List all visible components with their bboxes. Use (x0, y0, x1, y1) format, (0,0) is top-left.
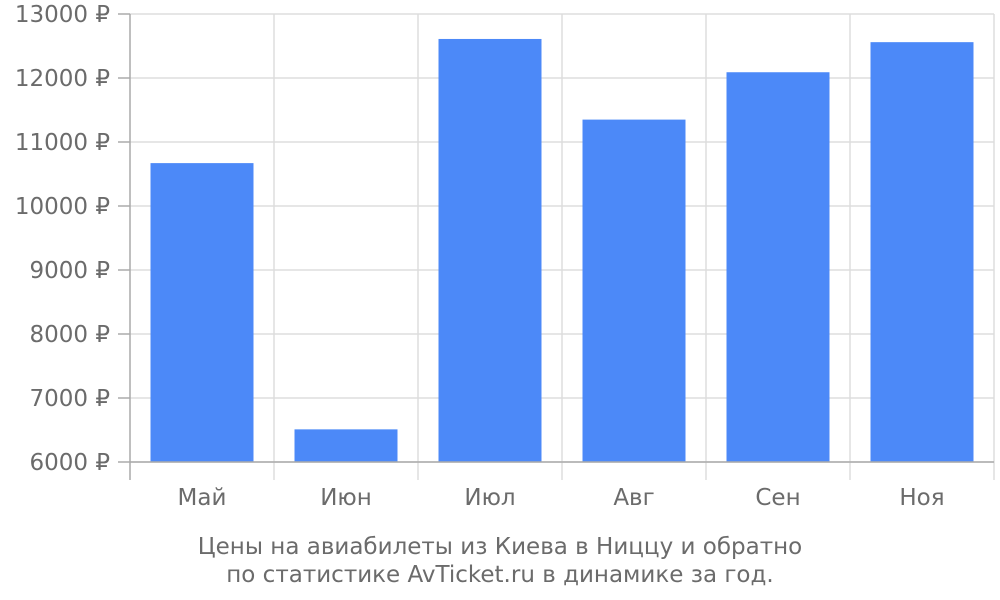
bar (294, 429, 398, 462)
bar (150, 163, 254, 462)
y-tick-labels: 6000 ₽ 7000 ₽ 8000 ₽ 9000 ₽ 10000 ₽ 11000 ₽ 12… (15, 2, 110, 476)
bar (726, 72, 830, 463)
axis-layer (118, 13, 994, 480)
x-tick-label: Ноя (899, 485, 944, 511)
grid-layer (130, 13, 995, 480)
y-tick-label: 12000 ₽ (15, 66, 110, 92)
x-tick-label: Авг (613, 485, 654, 511)
x-tick-labels: Май Июн Июл Авг Сен Ноя (178, 485, 945, 511)
x-tick-label: Июл (464, 485, 515, 511)
chart-caption-line-2: по статистике AvTicket.ru в динамике за … (226, 562, 774, 588)
bar (438, 38, 542, 463)
x-tick-label: Июн (320, 485, 372, 511)
y-tick-label: 8000 ₽ (30, 322, 110, 348)
bar (582, 119, 686, 462)
y-tick-label: 11000 ₽ (15, 130, 110, 156)
y-tick-label: 13000 ₽ (15, 2, 110, 28)
y-tick-label: 10000 ₽ (15, 194, 110, 220)
x-tick-label: Май (178, 485, 227, 511)
y-tick-label: 7000 ₽ (30, 386, 110, 412)
x-tick-label: Сен (755, 485, 800, 511)
bar-chart: 6000 ₽ 7000 ₽ 8000 ₽ 9000 ₽ 10000 ₽ 11000 ₽ 12… (15, 2, 995, 511)
y-tick-label: 9000 ₽ (30, 258, 110, 284)
bar-layer (150, 38, 974, 463)
chart-caption-line-1: Цены на авиабилеты из Киева в Ниццу и об… (197, 534, 803, 560)
y-tick-label: 6000 ₽ (30, 450, 110, 476)
bar (870, 42, 974, 462)
